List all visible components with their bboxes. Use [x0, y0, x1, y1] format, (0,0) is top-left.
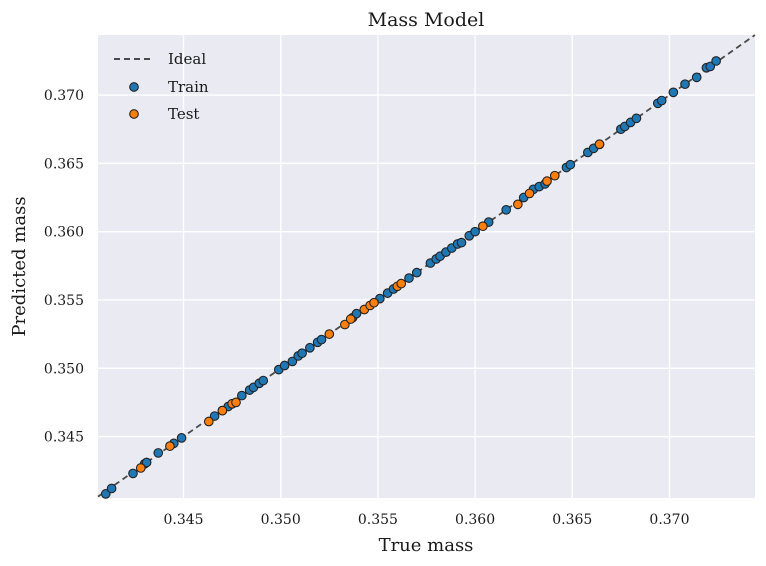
test-point [513, 199, 523, 210]
train-point [565, 159, 576, 170]
chart-title: Mass Model [368, 9, 485, 31]
y-tick-label: 0.350 [44, 361, 84, 377]
x-tick-label: 0.350 [261, 512, 301, 528]
legend-train-marker [129, 82, 139, 92]
test-point [340, 319, 350, 330]
train-point [691, 72, 702, 83]
test-point [165, 441, 175, 451]
x-tick-label: 0.360 [455, 512, 495, 528]
train-point [297, 348, 307, 359]
train-point [176, 433, 187, 443]
train-point [711, 56, 721, 66]
test-point [549, 170, 560, 181]
test-point [369, 297, 379, 308]
y-axis-label: Predicted mass [9, 196, 30, 336]
train-point [209, 411, 220, 421]
legend: Ideal Train Test [114, 50, 209, 123]
train-point [287, 356, 298, 367]
y-tick-label: 0.345 [44, 430, 84, 446]
test-point [594, 139, 605, 150]
train-point [141, 457, 152, 468]
test-point [542, 176, 552, 186]
train-point [705, 61, 716, 72]
test-point [217, 405, 228, 416]
train-point [153, 448, 164, 458]
train-point [351, 308, 362, 319]
test-point [524, 188, 535, 199]
test-point [345, 314, 356, 324]
train-point [258, 375, 269, 386]
test-point [478, 221, 488, 232]
y-tick-label: 0.370 [44, 88, 84, 104]
x-tick-label: 0.345 [163, 512, 203, 528]
legend-test-marker [129, 109, 139, 119]
train-point [128, 468, 138, 479]
x-axis-label: True mass [379, 535, 474, 556]
train-point [279, 360, 290, 371]
x-tick-labels: 0.345 0.350 0.355 0.360 0.365 0.370 [163, 512, 689, 528]
legend-train-label: Train [168, 78, 209, 96]
y-tick-label: 0.365 [44, 156, 84, 172]
train-point [470, 226, 480, 237]
y-tick-label: 0.355 [44, 293, 84, 309]
legend-test-label: Test [168, 105, 199, 123]
train-point [411, 267, 422, 278]
train-point [106, 483, 117, 494]
grid-lines [98, 35, 755, 498]
train-point [100, 489, 111, 499]
train-point [631, 113, 642, 124]
train-point [404, 273, 414, 283]
x-tick-label: 0.365 [552, 512, 592, 528]
test-point [203, 416, 214, 427]
train-point [656, 95, 667, 106]
train-point [680, 79, 690, 90]
y-tick-labels: 0.345 0.350 0.355 0.360 0.365 0.370 [44, 88, 84, 445]
train-point [316, 334, 327, 345]
data-points [100, 56, 721, 499]
train-point [305, 342, 315, 353]
train-point [668, 87, 679, 98]
train-point [236, 390, 247, 401]
test-point [396, 278, 407, 289]
legend-ideal-label: Ideal [168, 50, 206, 68]
test-point [324, 329, 335, 339]
test-point [231, 397, 241, 408]
x-tick-label: 0.355 [358, 512, 398, 528]
test-point [135, 463, 146, 473]
train-point [501, 204, 512, 215]
x-tick-label: 0.370 [649, 512, 689, 528]
train-point [456, 237, 467, 248]
y-tick-label: 0.360 [44, 225, 84, 241]
